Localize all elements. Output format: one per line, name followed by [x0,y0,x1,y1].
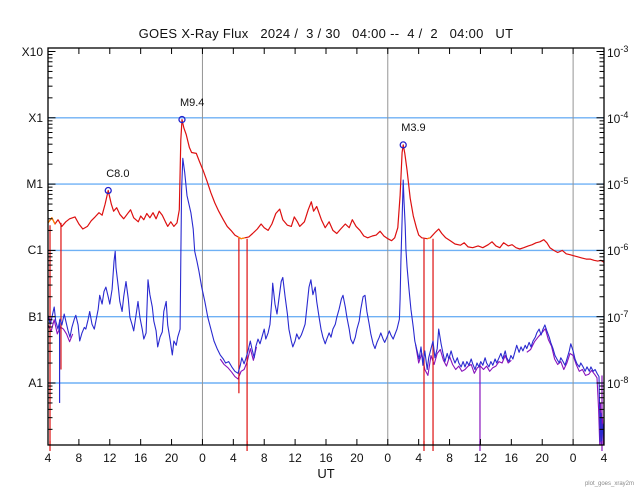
x-tick-label: 0 [569,451,577,465]
xray-long-secondary-segment [48,217,56,225]
flare-peak-marker [178,115,186,124]
y-axis-right-label: 10-7 [607,308,629,325]
y-axis-left-label: C1 [27,243,43,258]
flare-peak-marker [104,186,112,195]
plot-border [47,47,605,446]
secondary-short-series [526,328,604,445]
x-tick-label: 12 [103,451,117,465]
y-axis-left-label: X1 [28,110,43,125]
y-axis-right-label: 10-6 [607,242,629,259]
y-axis-right-label: 10-8 [607,375,629,391]
x-axis-title: UT [317,466,335,481]
x-tick-label: 4 [415,451,422,465]
x-tick-label: 16 [133,451,148,465]
plot-watermark: plot_goes_xray2m [584,481,634,487]
flare-label: M9.4 [179,96,205,109]
plot-title: GOES X-Ray Flux 2024 / 3 / 30 04:00 -- 4… [138,26,514,41]
data-series-group [48,118,604,445]
x-tick-label: 0 [199,451,206,465]
x-tick-label: 20 [350,451,364,465]
x-tick-label: 16 [319,451,333,465]
x-tick-label: 0 [384,451,392,465]
y-axis-right-label: 10-4 [607,109,629,126]
x-tick-label: 8 [446,451,453,465]
flare-label: C8.0 [106,167,130,180]
x-tick-label: 4 [44,451,52,465]
xray-short-series [48,157,604,445]
x-tick-label: 4 [600,451,608,465]
y-axis-left-label: X10 [21,44,43,59]
xray-long-secondary-segment [237,236,246,240]
secondary-short-series [219,346,258,380]
x-tick-label: 12 [288,451,302,465]
y-axis-right-label: 10-5 [607,176,629,193]
y-axis-left-label: A1 [28,376,43,390]
y-axis-left-label: M1 [26,177,43,192]
xray-long-series [48,118,604,263]
x-tick-label: 8 [260,451,268,465]
xray-long-secondary-segment [427,237,431,240]
y-axis-right-label: 10-3 [607,43,629,60]
secondary-short-series [415,344,512,376]
x-tick-label: 4 [229,451,237,465]
x-tick-label: 20 [164,451,179,465]
x-tick-label: 20 [535,451,549,465]
x-tick-label: 8 [75,451,83,465]
x-tick-label: 12 [473,451,488,465]
x-tick-label: 16 [504,451,518,465]
y-axis-left-label: B1 [28,309,43,324]
flare-peak-marker [399,141,407,149]
flare-label: M3.9 [401,121,426,134]
